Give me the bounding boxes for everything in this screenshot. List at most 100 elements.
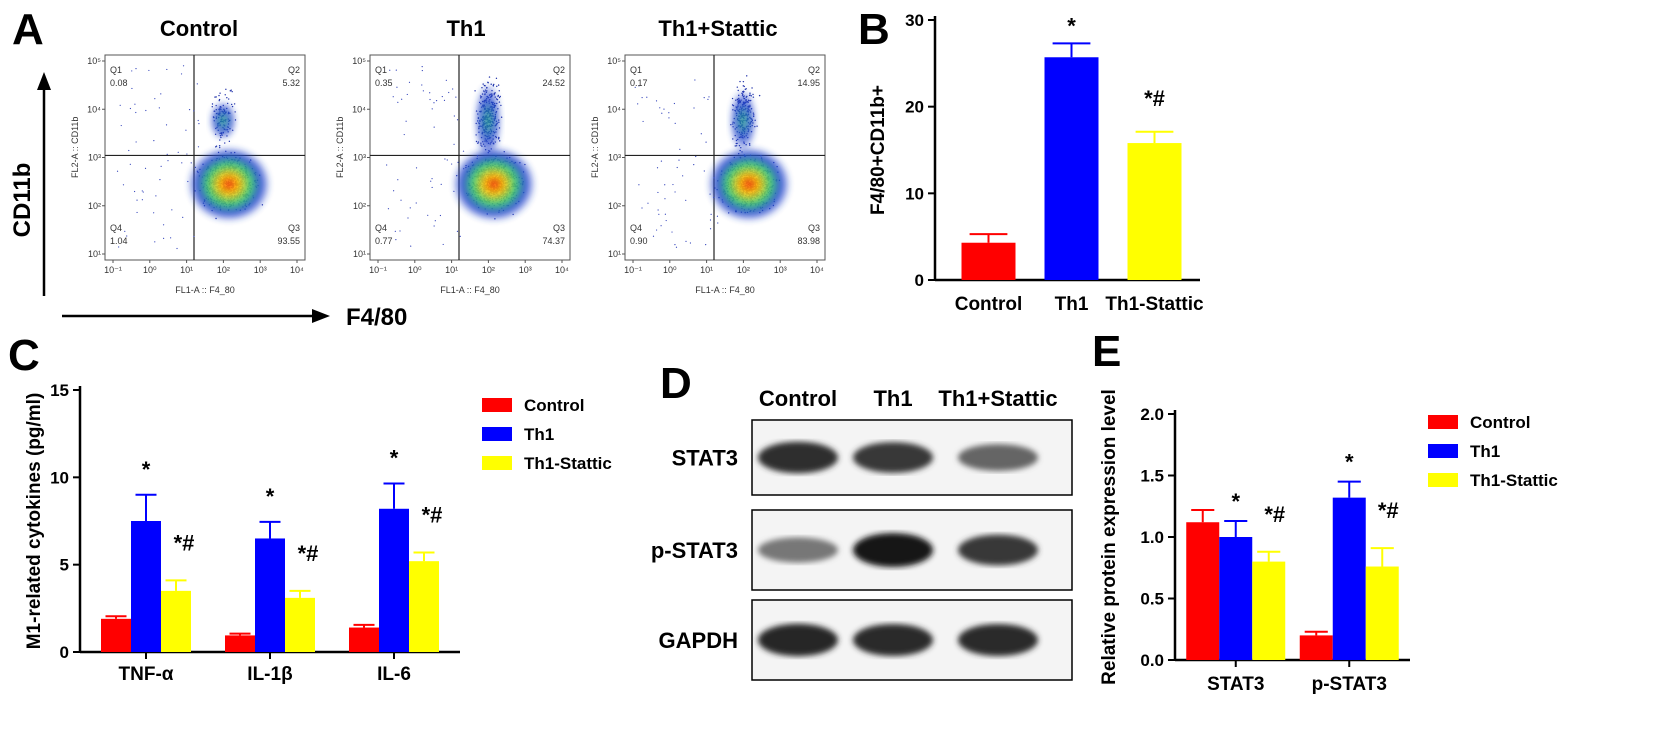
event-dot xyxy=(693,107,695,109)
legend-swatch xyxy=(1428,473,1458,487)
significance-label: *# xyxy=(422,502,443,527)
event-dot xyxy=(401,98,403,100)
legend-label: Th1-Stattic xyxy=(524,454,612,473)
event-dot xyxy=(144,167,147,169)
event-dot xyxy=(707,98,709,100)
y-arrow-head-icon xyxy=(37,72,51,90)
event-dot xyxy=(456,119,459,121)
event-dot xyxy=(182,65,185,67)
significance-label: * xyxy=(1231,489,1240,514)
event-dot xyxy=(167,160,169,162)
event-dot xyxy=(498,90,500,92)
bar xyxy=(961,242,1016,280)
y-axis-label: Relative protein expression level xyxy=(1099,389,1120,685)
q2-label: Q2 xyxy=(288,65,300,75)
event-dot xyxy=(170,237,172,239)
event-dot xyxy=(431,178,433,180)
event-dot xyxy=(443,99,446,101)
event-dot xyxy=(678,159,680,161)
x-tick-label: 10² xyxy=(482,265,495,275)
panel-c-bar-chart: 0 5 10 15 M1-related cytokines (pg/ml) TNF-α *… xyxy=(24,381,612,685)
q4-label: Q4 xyxy=(630,223,642,233)
x-tick-label: 10⁻¹ xyxy=(624,265,642,275)
q1-value: 0.08 xyxy=(110,78,128,88)
q2-value: 24.52 xyxy=(542,78,565,88)
event-dot xyxy=(660,160,663,162)
event-dot xyxy=(675,246,678,248)
event-dot xyxy=(408,81,411,83)
x-tick-label: 10² xyxy=(737,265,750,275)
event-dot xyxy=(229,90,231,92)
y-tick-label: 0 xyxy=(60,643,69,662)
event-dot xyxy=(685,199,687,201)
event-dot xyxy=(708,96,710,98)
event-dot xyxy=(225,88,227,91)
y-tick-label: 10⁵ xyxy=(87,56,101,66)
event-dot xyxy=(129,107,131,110)
x-tick-label: 10¹ xyxy=(700,265,713,275)
event-dot xyxy=(415,167,418,169)
event-dot xyxy=(488,76,491,78)
blot-row: GAPDH xyxy=(659,599,1073,681)
event-dot xyxy=(659,107,661,109)
event-dot xyxy=(153,212,155,214)
event-dot xyxy=(389,69,391,71)
panel-e-bar-chart: 0.0 0.5 1.0 1.5 2.0 Relative protein expressi… xyxy=(1099,389,1558,695)
event-dot xyxy=(434,220,436,222)
panel-label-a: A xyxy=(12,5,44,54)
q3-value: 93.55 xyxy=(277,236,300,246)
event-dot xyxy=(211,103,214,105)
event-dot xyxy=(665,219,667,222)
event-dot xyxy=(429,98,431,101)
event-dot xyxy=(193,110,195,112)
event-dot xyxy=(459,235,461,237)
event-dot xyxy=(148,69,150,72)
event-dot xyxy=(717,222,719,224)
event-dot xyxy=(160,165,162,167)
event-dot xyxy=(758,94,761,97)
density-core xyxy=(452,146,536,223)
q1-label: Q1 xyxy=(110,65,122,75)
event-dot xyxy=(700,133,702,135)
bar xyxy=(1252,561,1286,660)
event-dot xyxy=(122,184,125,186)
significance-label: * xyxy=(142,457,151,482)
density-upper xyxy=(209,100,237,141)
q3-label: Q3 xyxy=(553,223,565,233)
flow-plot: Th1 Q1 0.35 Q2 24.52 Q3 74.37 Q4 0.77 10⁻¹ 10⁰ 10¹ 1… xyxy=(335,16,571,295)
bar xyxy=(409,561,439,652)
x-tick-label: 10⁰ xyxy=(143,265,157,275)
y-tick-label: 10¹ xyxy=(88,249,101,259)
legend-label: Control xyxy=(524,396,584,415)
event-dot xyxy=(182,216,184,218)
event-dot xyxy=(387,208,390,210)
significance-label: *# xyxy=(1144,86,1165,111)
event-dot xyxy=(224,94,226,96)
event-dot xyxy=(218,144,221,147)
event-dot xyxy=(474,90,476,92)
panel-b-bar-chart: 0 10 20 30 F4/80+CD11b+ Control Th1 * Th1-Statti… xyxy=(868,11,1204,315)
event-dot xyxy=(129,163,131,165)
q1-label: Q1 xyxy=(375,65,387,75)
event-dot xyxy=(752,96,755,98)
y-tick-label: 30 xyxy=(905,11,924,30)
event-dot xyxy=(655,229,658,231)
event-dot xyxy=(703,97,705,99)
significance-label: *# xyxy=(1264,502,1285,527)
event-dot xyxy=(637,103,639,105)
event-dot xyxy=(752,93,754,96)
event-dot xyxy=(218,99,220,102)
bar xyxy=(1044,57,1099,281)
event-dot xyxy=(141,199,143,201)
y-tick-label: 5 xyxy=(60,556,69,575)
significance-label: * xyxy=(1345,450,1354,475)
y-tick-label: 10³ xyxy=(608,153,621,163)
event-dot xyxy=(186,153,188,155)
event-dot xyxy=(154,241,156,243)
y-tick-label: 0.0 xyxy=(1140,651,1164,670)
significance-label: *# xyxy=(174,530,195,555)
blot-row: p-STAT3 xyxy=(651,509,1073,591)
significance-label: *# xyxy=(298,541,319,566)
event-dot xyxy=(214,96,216,98)
y-tick-label: 10³ xyxy=(88,153,101,163)
